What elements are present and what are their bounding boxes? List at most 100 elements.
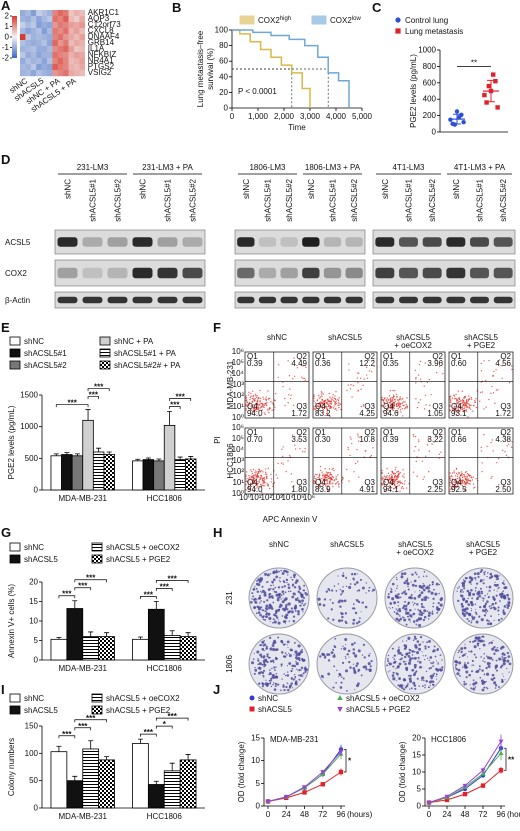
event-dot xyxy=(459,475,462,477)
event-dot xyxy=(277,462,279,465)
colony xyxy=(269,573,272,575)
colony xyxy=(424,647,427,650)
plot-frame xyxy=(244,351,310,419)
event-dot xyxy=(415,398,417,400)
event-dot xyxy=(325,471,328,473)
error-bar xyxy=(88,631,94,637)
event-dot xyxy=(473,405,475,407)
colony xyxy=(261,682,265,686)
event-dot xyxy=(269,407,271,410)
event-dot xyxy=(318,476,320,478)
event-dot xyxy=(490,441,492,444)
colony xyxy=(467,597,469,600)
event-dot xyxy=(396,482,399,485)
colony xyxy=(341,592,343,594)
y-axis-title: PI xyxy=(213,436,222,444)
legend-label: COX2low xyxy=(330,16,361,25)
event-dot xyxy=(475,406,478,409)
colony xyxy=(488,585,492,589)
event-dot xyxy=(251,477,253,479)
event-dot xyxy=(475,398,477,400)
event-dot xyxy=(401,399,403,401)
event-dot xyxy=(329,483,331,485)
y-tick-label: 50 xyxy=(29,776,38,785)
heat-cell xyxy=(30,58,37,65)
colony xyxy=(287,683,289,685)
event-dot xyxy=(256,408,258,410)
colony xyxy=(305,591,307,594)
colony xyxy=(261,671,265,675)
event-dot xyxy=(390,483,393,486)
gene-label: NR4A1 xyxy=(88,56,114,65)
colony xyxy=(272,571,275,575)
colony xyxy=(436,668,440,672)
event-dot xyxy=(501,365,504,367)
colony xyxy=(427,614,431,617)
heat-cell xyxy=(20,46,26,53)
colony xyxy=(476,572,480,576)
data-point xyxy=(265,799,271,805)
event-dot xyxy=(393,472,395,475)
colony xyxy=(267,588,271,591)
event-dot xyxy=(347,384,349,386)
colony xyxy=(484,602,488,606)
colony xyxy=(493,645,496,649)
colony xyxy=(301,599,304,603)
colony xyxy=(427,597,430,599)
heat-cell xyxy=(41,22,48,29)
colony xyxy=(407,636,411,640)
significance-label: * xyxy=(163,720,167,729)
significance-bracket xyxy=(74,719,107,723)
event-dot xyxy=(479,400,481,402)
heat-cell xyxy=(57,52,64,59)
event-dot xyxy=(250,404,253,407)
colony xyxy=(483,571,486,574)
colony xyxy=(260,600,262,602)
colony xyxy=(482,582,485,585)
colony xyxy=(277,621,281,625)
quadrant-value: 3.22 xyxy=(427,435,443,444)
event-dot xyxy=(386,487,389,490)
colony xyxy=(503,586,507,590)
event-dot xyxy=(451,482,453,484)
event-dot xyxy=(466,402,469,405)
x-tick-label: 48 xyxy=(461,810,470,819)
lane-label: shACSL5#2 xyxy=(350,178,359,221)
event-dot xyxy=(247,485,250,487)
colony xyxy=(265,604,269,608)
event-dot xyxy=(257,409,260,411)
colony xyxy=(270,584,272,587)
event-dot xyxy=(358,436,360,438)
colony xyxy=(421,666,423,668)
x-tick-label: 4,000 xyxy=(326,112,347,121)
lane-label: shACSL5#1 xyxy=(476,178,485,221)
colony xyxy=(279,580,282,583)
colony xyxy=(490,623,492,626)
colony xyxy=(354,655,357,658)
colony xyxy=(262,669,266,672)
colony xyxy=(292,592,294,594)
event-dot xyxy=(333,405,335,407)
event-dot xyxy=(245,474,247,476)
significance-bracket xyxy=(55,404,89,408)
event-dot xyxy=(405,487,408,489)
event-dot xyxy=(426,444,429,446)
blot-band xyxy=(375,296,395,304)
event-dot xyxy=(326,476,328,479)
event-dot xyxy=(267,390,269,392)
heat-cell xyxy=(57,64,64,71)
colony xyxy=(429,684,431,687)
y-tick-label: 10⁶ xyxy=(232,347,244,356)
event-dot xyxy=(461,474,463,476)
event-dot xyxy=(455,402,458,404)
colony xyxy=(414,584,418,588)
colony xyxy=(342,677,345,680)
significance-bracket xyxy=(58,595,76,599)
colony xyxy=(462,579,465,581)
colony xyxy=(293,654,295,656)
colony xyxy=(469,684,471,686)
event-dot xyxy=(394,477,396,479)
event-dot xyxy=(395,466,397,469)
legend-label: COX2high xyxy=(258,16,291,25)
event-dot xyxy=(451,487,453,489)
